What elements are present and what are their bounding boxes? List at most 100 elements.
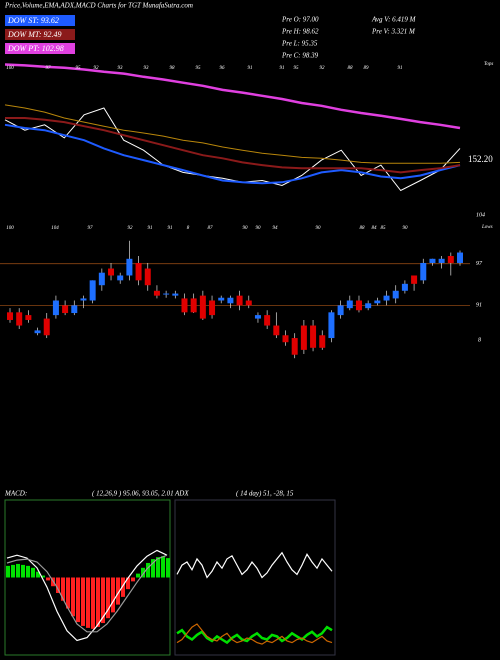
candle-body — [209, 300, 216, 316]
histogram-bar — [31, 567, 35, 578]
candle-body — [16, 312, 23, 326]
candle-body — [7, 312, 13, 320]
adx-line — [176, 625, 333, 645]
candle-body — [163, 293, 170, 295]
candle-body — [34, 330, 41, 334]
candle-body — [374, 300, 381, 304]
candle-body — [108, 268, 115, 276]
histogram-bar — [161, 556, 165, 578]
histogram-bar — [56, 577, 60, 593]
y-tick-label: 104 — [476, 211, 485, 218]
candle-body — [355, 300, 362, 311]
candle-body — [190, 298, 197, 313]
histogram-bar — [131, 577, 135, 582]
legend-label: DOW PT: 102.98 — [7, 44, 64, 53]
candle-body — [346, 300, 353, 309]
histogram-bar — [151, 559, 155, 578]
price-label: 87 — [208, 226, 214, 231]
histogram-bar — [101, 577, 105, 624]
candle-body — [319, 335, 326, 348]
price-label: 84 — [372, 226, 378, 231]
candle-body — [457, 252, 463, 263]
candle-body — [411, 275, 418, 284]
candle-body — [153, 290, 160, 296]
last-value: 152.20 — [468, 154, 493, 164]
price-label: 95 — [76, 66, 82, 71]
candle-body — [89, 280, 96, 301]
price-label: 90 — [256, 226, 262, 231]
histogram-bar — [166, 558, 170, 578]
candle-body — [291, 338, 298, 355]
price-label: 97 — [88, 226, 94, 231]
ema-line — [5, 117, 461, 174]
histogram-bar — [111, 577, 115, 613]
histogram-bar — [6, 565, 10, 578]
candle-body — [98, 272, 105, 286]
legend-swatch — [5, 29, 75, 40]
price-label: 91 — [168, 226, 173, 231]
candle-body — [25, 315, 32, 320]
candle-body — [401, 283, 408, 291]
price-label: 91 — [148, 226, 153, 231]
candle-body — [227, 297, 234, 304]
price-label: 91 — [280, 66, 285, 71]
price-label: 100 — [6, 66, 14, 71]
price-label: 92 — [128, 226, 134, 231]
chart-title: Price,Volume,EMA,ADX,MACD Charts for TGT… — [4, 2, 193, 10]
histogram-bar — [116, 577, 120, 605]
price-label: 98 — [170, 66, 176, 71]
legend-label: DOW MT: 92.49 — [7, 30, 62, 39]
histogram-bar — [16, 563, 20, 578]
low-tick: 8 — [478, 337, 481, 343]
candle-body — [144, 268, 151, 286]
candle-body — [273, 325, 280, 336]
price-label: 88 — [360, 226, 366, 231]
histogram-bar — [11, 564, 15, 578]
price-label: 89 — [364, 66, 370, 71]
candle-body — [383, 295, 390, 301]
histogram-bar — [86, 577, 90, 628]
price-label: 92 — [94, 66, 100, 71]
price-label: 95 — [196, 66, 202, 71]
ema-line — [4, 63, 461, 130]
candle-body — [135, 262, 142, 281]
y-tick-label: 91 — [476, 303, 482, 309]
price-label: 92 — [320, 66, 326, 71]
info-text: Pre V: 3.321 M — [371, 28, 416, 36]
legend-swatch — [5, 43, 75, 54]
macd-line — [6, 549, 168, 642]
histogram-bar — [106, 577, 110, 619]
histogram-bar — [136, 573, 140, 578]
candle-body — [43, 318, 50, 336]
histogram-bar — [46, 577, 50, 581]
panel-title: MACD: — [4, 490, 27, 498]
candle-body — [264, 315, 271, 326]
candle-body — [52, 300, 59, 316]
candle-body — [172, 293, 179, 296]
candle-body — [218, 297, 225, 301]
lows-label: Lows — [481, 225, 493, 230]
price-label: 104 — [51, 226, 59, 231]
histogram-bar — [26, 565, 30, 578]
histogram-bar — [126, 577, 130, 590]
price-label: 100 — [6, 226, 14, 231]
price-label: 90 — [316, 226, 322, 231]
legend-label: DOW ST: 93.62 — [7, 16, 59, 25]
histogram-bar — [121, 577, 125, 597]
candle-body — [447, 256, 454, 263]
histogram-bar — [96, 577, 100, 627]
histogram-bar — [66, 577, 70, 609]
info-text: Avg V: 6.419 M — [371, 16, 417, 24]
candle-body — [126, 258, 133, 276]
candle-body — [71, 305, 78, 314]
candle-body — [300, 325, 307, 350]
candle-body — [337, 305, 344, 316]
price-label: 94 — [273, 226, 279, 231]
price-label: 91 — [248, 66, 253, 71]
candle-body — [80, 298, 87, 301]
price-label: 90 — [243, 226, 249, 231]
histogram-bar — [71, 577, 75, 617]
candle-body — [236, 295, 243, 306]
